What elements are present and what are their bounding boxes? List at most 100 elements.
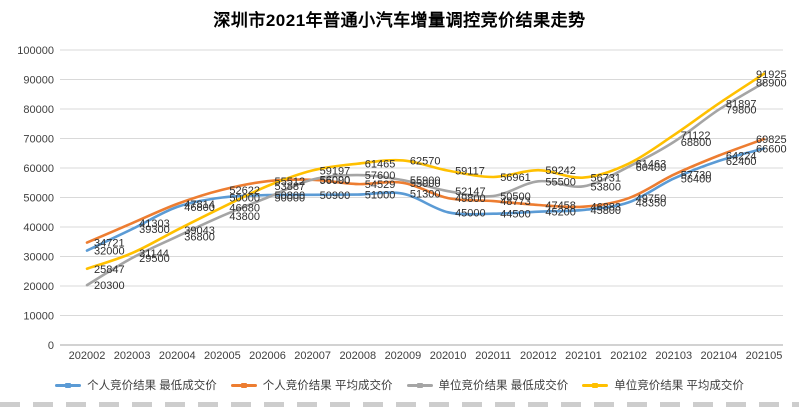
data-label-series1-pt14: 64224 — [726, 151, 757, 163]
data-label-series0-pt11: 45800 — [590, 205, 621, 217]
x-axis-tick-label: 202009 — [385, 350, 422, 362]
data-label-series3-pt1: 31144 — [139, 248, 169, 260]
data-label-series3-pt5: 59197 — [320, 165, 351, 177]
data-label-series0-pt15: 66600 — [756, 144, 787, 156]
data-label-series2-pt12: 60400 — [636, 162, 667, 174]
data-label-series0-pt13: 56400 — [681, 174, 712, 186]
data-label-series0-pt9: 44500 — [500, 209, 531, 221]
data-label-series1-pt11: 46883 — [590, 202, 621, 214]
data-label-series0-pt6: 51000 — [365, 190, 396, 202]
x-axis-tick-label: 202002 — [69, 350, 106, 362]
data-label-series0-pt2: 46800 — [184, 202, 215, 214]
y-axis-tick-label: 20000 — [23, 281, 54, 293]
y-axis-tick-label: 50000 — [23, 193, 54, 205]
chart-title: 深圳市2021年普通小汽车增量调控竞价结果走势 — [213, 11, 586, 30]
data-label-series2-pt14: 79800 — [726, 105, 757, 117]
y-axis-tick-label: 80000 — [23, 104, 54, 116]
data-label-series0-pt0: 32000 — [94, 246, 125, 258]
x-axis-tick-label: 202012 — [520, 350, 557, 362]
legend-item-0: 个人竞价结果 最低成交价 — [55, 377, 217, 393]
series-line-1 — [85, 137, 766, 244]
series-line-0 — [85, 147, 766, 252]
line-chart-plot-area: 0 10000 20000 30000 40000 50000 60000 70000 8000… — [17, 45, 787, 362]
data-label-series2-pt6: 57600 — [365, 170, 396, 182]
data-label-series2-pt8: 52147 — [455, 186, 486, 198]
data-label-series2-pt10: 55500 — [545, 176, 576, 188]
data-label-series2-pt15: 88900 — [756, 78, 787, 90]
legend-item-1: 个人竞价结果 平均成交价 — [230, 377, 393, 393]
x-axis-tick-label: 202004 — [159, 350, 196, 362]
data-label-series1-pt12: 49750 — [636, 193, 667, 205]
x-axis-tick-label: 202011 — [475, 350, 511, 362]
data-label-series0-pt1: 39300 — [139, 224, 170, 236]
data-label-series1-pt10: 47458 — [545, 200, 576, 212]
legend-line-marker — [406, 382, 433, 388]
data-label-series1-pt5: 56000 — [320, 175, 351, 187]
data-label-series2-pt11: 53800 — [590, 181, 621, 193]
data-label-series3-pt10: 59242 — [545, 165, 576, 177]
y-axis-tick-label: 70000 — [23, 134, 54, 146]
data-label-series1-pt6: 54529 — [365, 179, 396, 191]
data-label-series0-pt3: 50000 — [229, 193, 260, 205]
data-label-series1-pt8: 49800 — [455, 193, 486, 205]
x-axis-tick-label: 202003 — [114, 350, 151, 362]
spreadsheet-dashed-gridline-strip — [0, 402, 799, 407]
x-axis-tick-label: 202103 — [655, 350, 692, 362]
data-label-series0-pt4: 50800 — [275, 190, 306, 202]
y-axis-tick-label: 40000 — [23, 222, 54, 234]
x-axis-tick-label: 202102 — [610, 350, 647, 362]
legend-item-2: 单位竞价结果 最低成交价 — [406, 377, 568, 393]
legend-label: 个人竞价结果 最低成交价 — [87, 380, 217, 392]
data-label-series2-pt4: 50000 — [275, 193, 306, 205]
series-line-3 — [85, 72, 766, 271]
data-label-series2-pt3: 43800 — [229, 211, 260, 223]
legend-line-marker — [582, 382, 609, 388]
data-label-series3-pt8: 59117 — [455, 166, 485, 178]
data-label-series0-pt10: 45200 — [545, 207, 576, 219]
data-label-series3-pt12: 61463 — [636, 159, 667, 171]
chart-legend: 个人竞价结果 最低成交价 个人竞价结果 平均成交价 单位竞价结果 最低成交价 单位竞价… — [0, 377, 799, 393]
x-axis-tick-label: 202010 — [430, 350, 467, 362]
data-label-series3-pt9: 56961 — [500, 172, 531, 184]
data-label-series3-pt6: 61465 — [365, 159, 396, 171]
data-label-series3-pt13: 71122 — [681, 130, 711, 142]
x-axis-tick-label: 202006 — [249, 350, 286, 362]
x-axis-tick-label: 202005 — [204, 350, 241, 362]
data-label-series3-pt14: 81897 — [726, 98, 757, 110]
data-label-series2-pt13: 68800 — [681, 137, 712, 149]
data-label-series3-pt15: 91925 — [756, 69, 787, 81]
data-label-series3-pt0: 25847 — [94, 264, 125, 276]
data-label-series1-pt9: 48773 — [500, 196, 531, 208]
y-axis-tick-label: 100000 — [17, 45, 54, 57]
data-label-series1-pt7: 55000 — [410, 178, 441, 190]
y-axis-tick-label: 0 — [48, 340, 54, 352]
legend-line-marker — [55, 382, 82, 388]
data-label-series1-pt0: 34721 — [94, 238, 125, 250]
legend-line-marker — [230, 382, 257, 388]
data-label-series0-pt14: 62400 — [726, 156, 757, 168]
y-axis-tick-label: 90000 — [23, 75, 54, 87]
legend-label: 单位竞价结果 平均成交价 — [614, 380, 744, 392]
data-label-series2-pt5: 56090 — [320, 175, 351, 187]
data-label-series3-pt4: 53887 — [275, 181, 306, 193]
data-label-series3-pt3: 46680 — [229, 202, 260, 214]
data-label-series1-pt1: 41303 — [139, 218, 170, 230]
data-label-series1-pt13: 57730 — [681, 170, 712, 182]
y-axis-tick-label: 30000 — [23, 252, 54, 264]
legend-label: 个人竞价结果 平均成交价 — [262, 380, 393, 392]
y-axis-tick-label: 10000 — [23, 311, 54, 323]
x-axis-tick-label: 202007 — [294, 350, 331, 362]
x-axis-tick-label: 202104 — [701, 350, 738, 362]
data-label-series1-pt2: 47814 — [184, 199, 215, 211]
data-label-series2-pt1: 29500 — [139, 253, 170, 265]
data-label-series0-pt8: 45000 — [455, 207, 486, 219]
data-label-series1-pt4: 55512 — [275, 176, 306, 188]
y-axis-tick-label: 60000 — [23, 163, 54, 175]
x-axis-tick-label: 202008 — [339, 350, 376, 362]
data-label-series3-pt2: 39043 — [184, 225, 215, 237]
x-axis-tick-label: 202105 — [746, 350, 783, 362]
data-label-series0-pt5: 50900 — [320, 190, 351, 202]
data-label-series2-pt7: 55900 — [410, 175, 441, 187]
data-label-series1-pt3: 52622 — [229, 185, 260, 197]
